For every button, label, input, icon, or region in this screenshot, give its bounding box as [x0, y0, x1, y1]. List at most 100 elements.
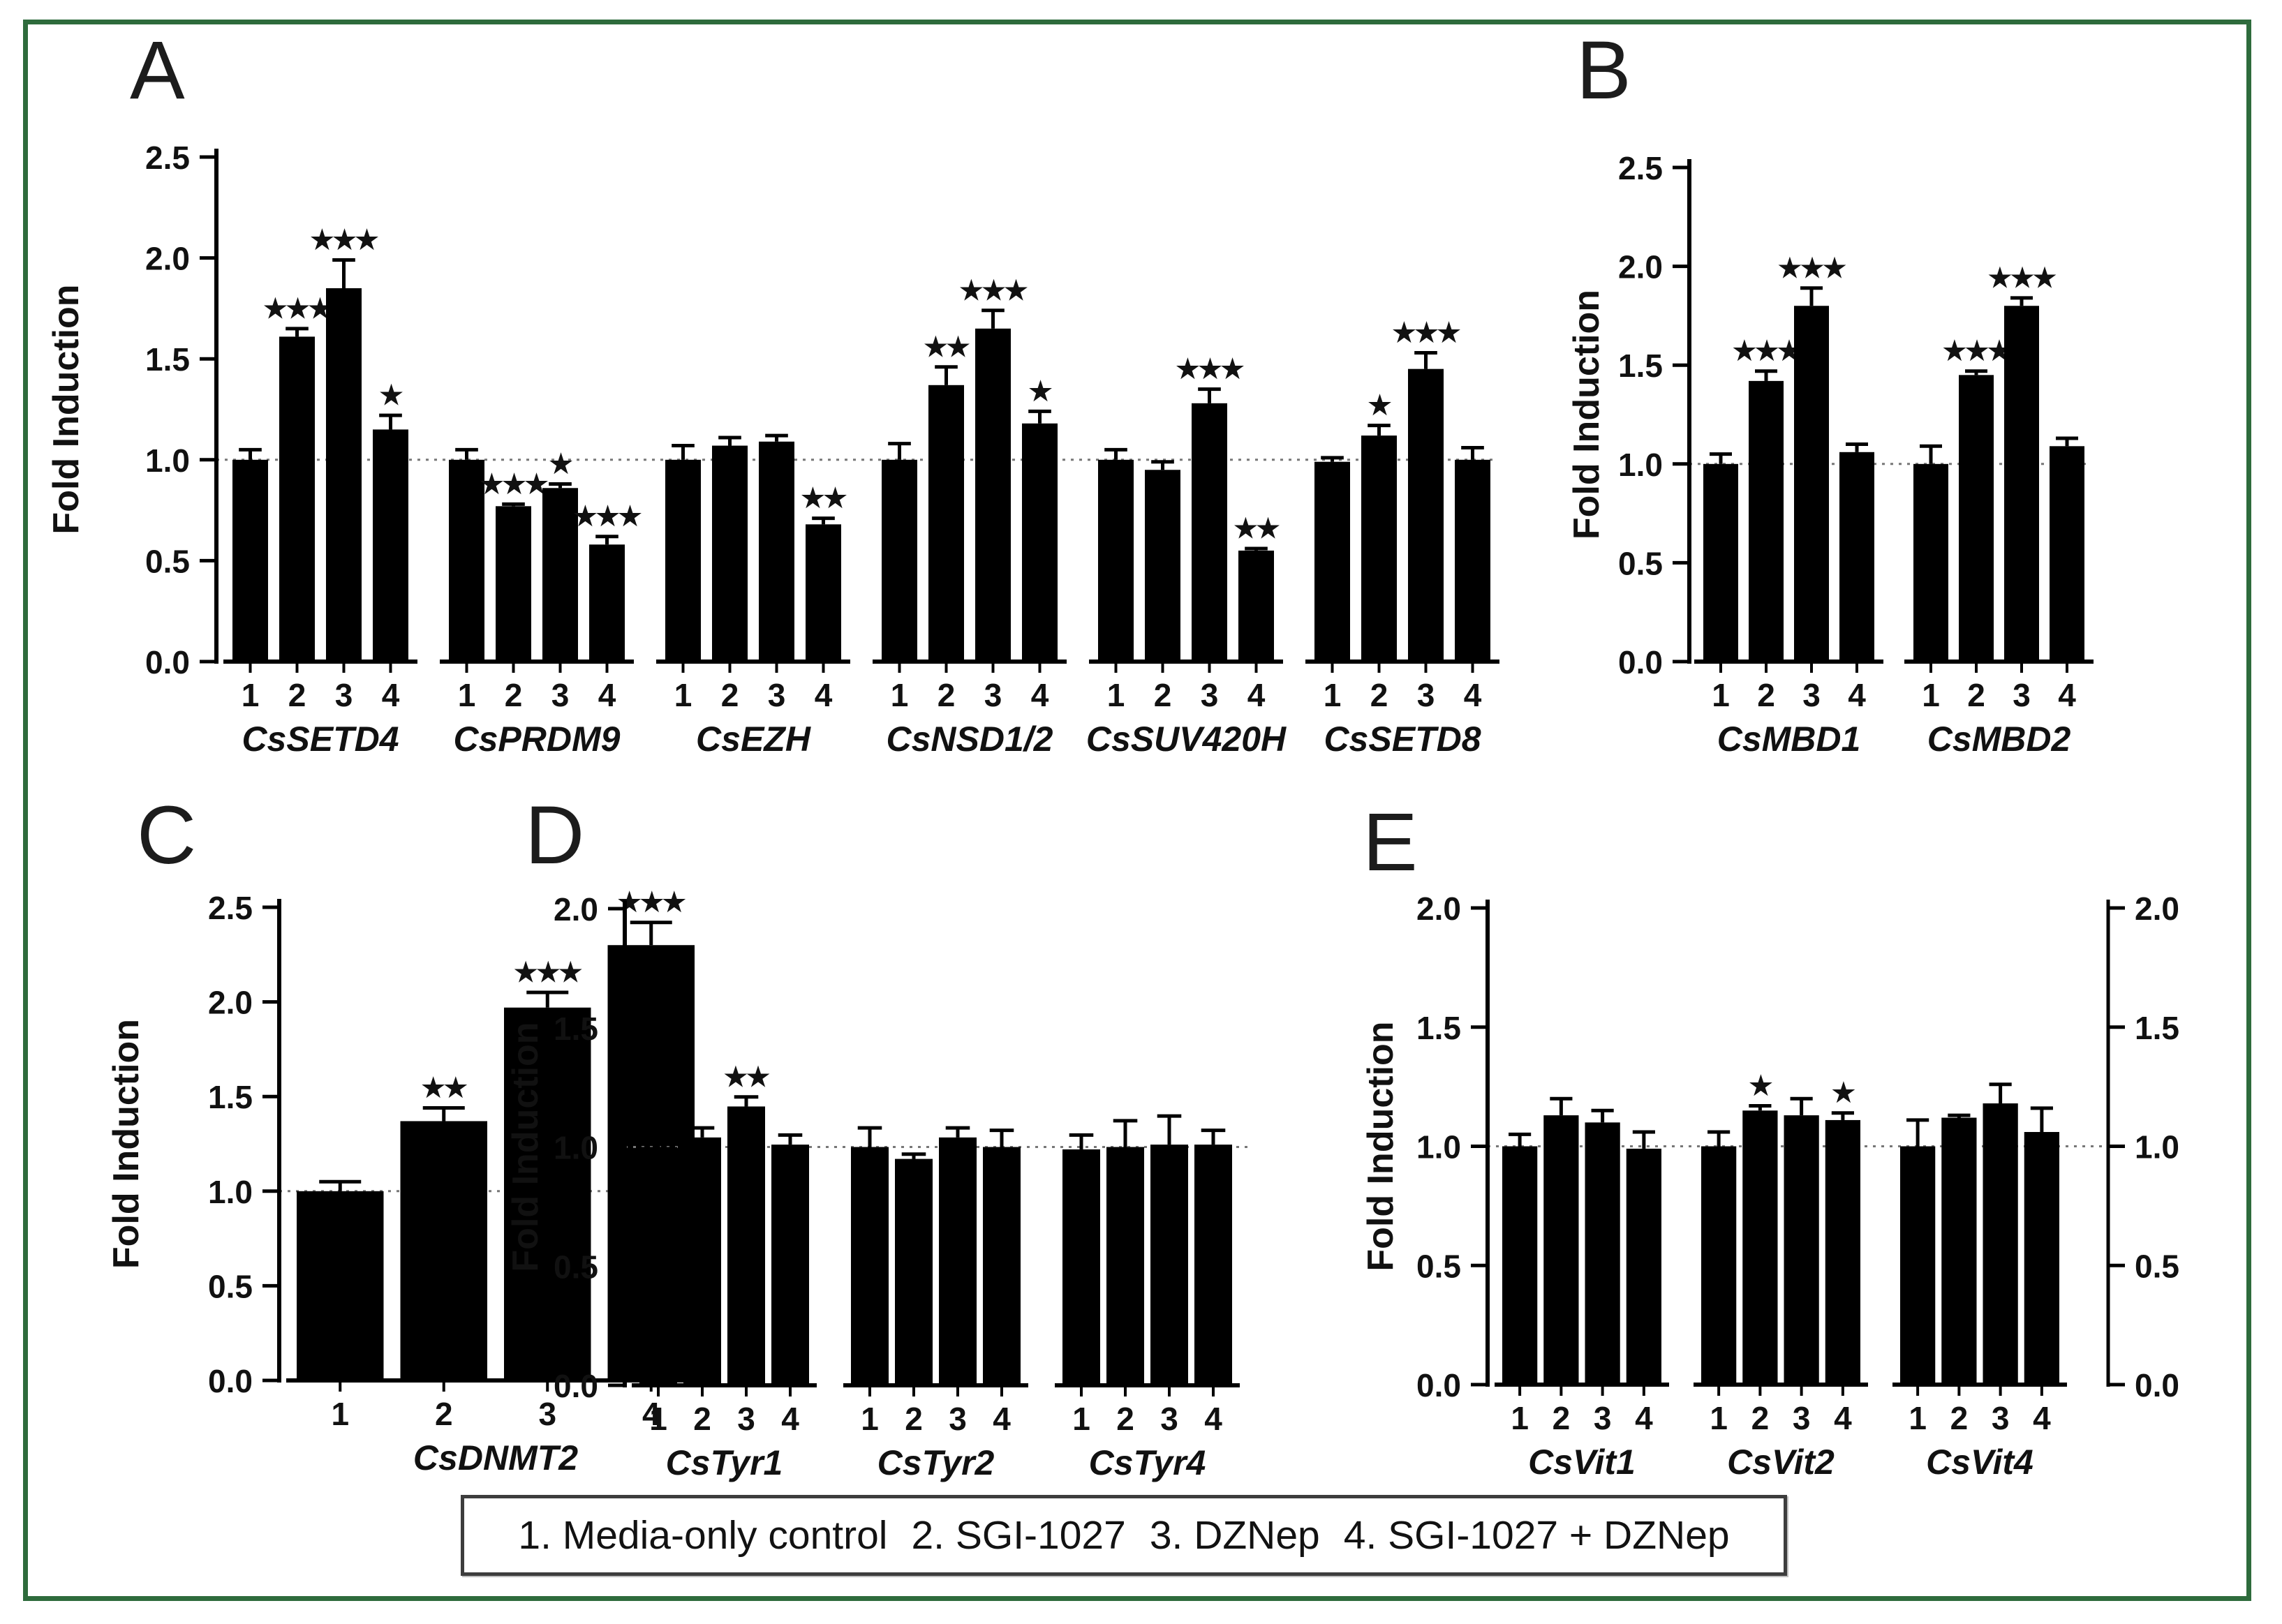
gene-group-CsPRDM9: 1 ★★★ 2 ★ 3 ★★★ 4 CsPRDM9 — [440, 447, 644, 759]
significance-stars: ★★ — [1233, 514, 1280, 544]
gene-label: CsMBD1 — [1717, 720, 1861, 759]
gene-group-CsSUV420H: 1 2 ★★★ 3 ★★ 4 CsSUV420H — [1086, 355, 1287, 759]
bar — [449, 459, 484, 662]
significance-stars: ★ — [549, 450, 572, 479]
y-tick-label: 0.5 — [208, 1268, 253, 1304]
significance-stars: ★★★ — [1988, 264, 2057, 293]
bar — [2024, 1132, 2059, 1385]
bar — [1794, 306, 1829, 662]
y-tick-label: 1.0 — [554, 1130, 598, 1166]
bar — [1941, 1117, 1977, 1385]
bar — [232, 459, 268, 662]
significance-stars: ★★★ — [618, 888, 686, 918]
bar — [2004, 306, 2039, 662]
bar-number-label: 3 — [1992, 1400, 2010, 1436]
gene-group-CsVit1: 1 2 3 4 CsVit1 — [1495, 1096, 1669, 1482]
gene-label: CsEZH — [696, 720, 811, 759]
bar — [1192, 403, 1227, 662]
bar-number-label: 1 — [891, 677, 909, 713]
bar — [504, 1007, 591, 1380]
bar — [542, 488, 578, 662]
bar — [712, 445, 748, 662]
significance-stars: ★★ — [801, 484, 847, 514]
bar — [759, 441, 794, 662]
bar-number-label: 4 — [815, 677, 833, 713]
y-tick-label: 0.0 — [1416, 1367, 1461, 1403]
y-tick-label: 0.5 — [1416, 1248, 1461, 1284]
bar — [771, 1145, 809, 1385]
panel-d-label: D — [525, 789, 586, 881]
bar — [1314, 461, 1350, 662]
bar-number-label: 1 — [242, 677, 260, 713]
y-axis-title: Fold Induction — [1361, 1021, 1401, 1271]
legend-item-sgi1027-dznep: 4. SGI-1027 + DZNep — [1343, 1513, 1730, 1558]
significance-stars: ★★★ — [959, 276, 1028, 306]
legend-item-sgi1027: 2. SGI-1027 — [911, 1513, 1126, 1558]
bar-number-label: 4 — [1247, 677, 1266, 713]
bar — [1913, 463, 1948, 662]
treatment-legend: 1. Media-only control 2. SGI-1027 3. DZN… — [461, 1495, 1787, 1576]
bar — [683, 1137, 721, 1385]
bar — [279, 336, 315, 662]
significance-stars: ★★★ — [263, 295, 332, 324]
bar — [1408, 368, 1444, 662]
y-tick-label: 2.0 — [1618, 249, 1663, 285]
panel-e-label: E — [1363, 796, 1419, 888]
panel-c-chart: 0.0 0.5 1.0 1.5 2.0 2.5 Fold Induction 1 ★★ 2 ★★★ 3… — [106, 888, 712, 1477]
significance-stars: ★ — [1368, 392, 1391, 421]
bar — [727, 1106, 765, 1385]
bar-number-label: 3 — [1160, 1401, 1178, 1437]
bar-number-label: 1 — [331, 1396, 349, 1432]
bar-number-label: 1 — [458, 677, 476, 713]
y-axis-title: Fold Induction — [1566, 290, 1607, 539]
panel-a-label: A — [130, 24, 186, 117]
bar — [1194, 1145, 1232, 1385]
bar-number-label: 1 — [674, 677, 692, 713]
legend-item-dznep: 3. DZNep — [1149, 1513, 1320, 1558]
bar-number-label: 1 — [1712, 677, 1730, 713]
bar-number-label: 1 — [1511, 1400, 1529, 1436]
bar — [1062, 1149, 1100, 1385]
bar — [1238, 550, 1274, 662]
bar-number-label: 3 — [1417, 677, 1435, 713]
significance-stars: ★ — [1028, 377, 1052, 406]
significance-stars: ★ — [1749, 1071, 1772, 1101]
bar — [400, 1121, 487, 1380]
bar — [851, 1147, 889, 1385]
y-tick-label: 0.5 — [145, 543, 190, 579]
bar — [1145, 470, 1180, 662]
bar — [665, 459, 701, 662]
gene-group-CsMBD2: 1 ★★★ 2 ★★★ 3 4 CsMBD2 — [1904, 264, 2094, 759]
gene-group-CsMBD1: 1 ★★★ 2 ★★★ 3 4 CsMBD1 — [1694, 254, 1883, 759]
bar-number-label: 2 — [1751, 1400, 1770, 1436]
y-tick-label: 2.0 — [208, 985, 253, 1021]
y-tick-label: 0.0 — [208, 1363, 253, 1399]
bar — [1900, 1146, 1936, 1385]
y-tick-label: 1.5 — [1618, 348, 1663, 384]
y-tick-label: 1.0 — [145, 442, 190, 479]
bar-number-label: 4 — [2033, 1400, 2051, 1436]
bar — [975, 328, 1011, 662]
bar-number-label: 1 — [1710, 1400, 1728, 1436]
bar — [1106, 1147, 1144, 1385]
gene-group-CsVit2: 1 ★ 2 3 ★ 4 CsVit2 — [1694, 1071, 1868, 1482]
y-tick-label: 2.5 — [145, 140, 190, 176]
bar-number-label: 4 — [1848, 677, 1866, 713]
panel-c-label: C — [137, 789, 198, 881]
bar — [2050, 446, 2084, 662]
y-tick-label: 1.0 — [208, 1174, 253, 1210]
y-tick-label: 2.0 — [554, 891, 598, 928]
bar — [297, 1191, 384, 1380]
bar-number-label: 2 — [505, 677, 523, 713]
gene-label: CsDNMT2 — [413, 1438, 578, 1477]
bar-number-label: 4 — [1635, 1400, 1653, 1436]
gene-group-CsNSD12: 1 ★★ 2 ★★★ 3 ★ 4 CsNSD1/2 — [873, 276, 1067, 759]
bar — [1983, 1103, 2018, 1385]
bar-number-label: 2 — [1950, 1400, 1969, 1436]
gene-label: CsTyr1 — [666, 1443, 783, 1482]
bar-number-label: 3 — [551, 677, 570, 713]
